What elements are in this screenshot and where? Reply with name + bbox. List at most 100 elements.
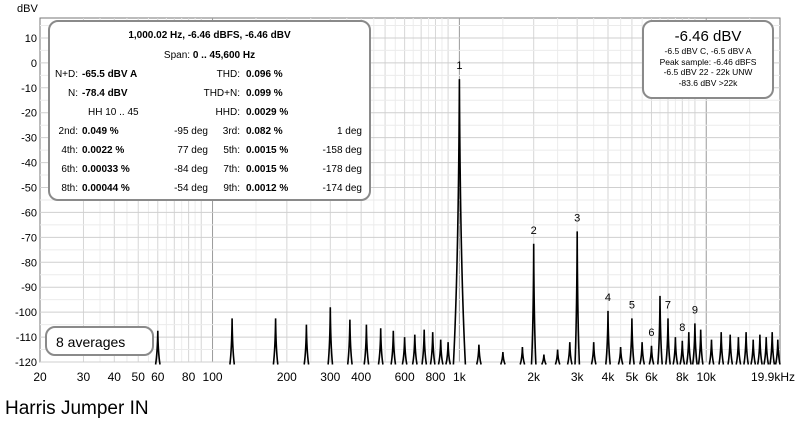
harmonic-number-label: 9 xyxy=(692,304,698,316)
spur-peak xyxy=(763,337,770,365)
harmonic-peak xyxy=(605,310,611,365)
harmonic-number-label: 2 xyxy=(531,225,537,237)
nd-label: N+D: xyxy=(54,69,78,80)
harmonic-phase: -158 deg xyxy=(322,145,362,156)
spur-peak xyxy=(566,342,573,365)
harmonic-number-label: 3 xyxy=(574,212,580,224)
level-line-1: -6.5 dBV C, -6.5 dBV A xyxy=(664,46,752,56)
harmonic-number-label: 7 xyxy=(665,299,671,311)
x-tick-label: 20 xyxy=(33,370,47,384)
x-axis-ticks: 20 30 40 50 60 80 100 200 300 400 600 800 1k 2k 3k 4k 5k… xyxy=(33,370,795,384)
x-tick-label: 40 xyxy=(108,370,122,384)
measurement-title: 1,000.02 Hz, -6.46 dBFS, -6.46 dBV xyxy=(128,30,291,41)
level-line-4: -83.6 dBV >22k xyxy=(678,77,738,88)
spur-peak xyxy=(363,324,370,365)
spur-peak xyxy=(429,332,436,365)
level-main: -6.46 dBV xyxy=(674,28,742,45)
harmonic-value: 0.049 % xyxy=(82,126,119,137)
spur-peak xyxy=(735,337,742,365)
harmonic-peak xyxy=(574,231,581,365)
y-tick-label: -60 xyxy=(21,207,37,219)
y-tick-label: -40 xyxy=(21,158,37,170)
y-axis-label: dBV xyxy=(17,3,38,15)
spur-peak xyxy=(303,324,310,365)
spur-peak xyxy=(718,332,725,365)
measurement-panel: 1,000.02 Hz, -6.46 dBFS, -6.46 dBV Span:… xyxy=(48,20,371,201)
harmonic-label: 5th: xyxy=(223,145,240,156)
y-tick-label: -30 xyxy=(21,133,37,145)
spur-peak xyxy=(590,342,597,365)
hhd-value: 0.0029 % xyxy=(246,107,289,118)
spur-peak xyxy=(727,334,734,365)
x-tick-label: 200 xyxy=(277,370,297,384)
harmonic-number-label: 8 xyxy=(679,322,685,334)
spur-peak xyxy=(672,337,679,365)
y-tick-label: -20 xyxy=(21,108,37,120)
spur-peak xyxy=(617,346,624,365)
thd-value: 0.096 % xyxy=(246,69,283,80)
harmonic-peak xyxy=(648,345,655,365)
x-tick-label: 2k xyxy=(527,370,541,384)
hh-range-label: HH 10 .. 45 xyxy=(88,107,139,118)
harmonic-peak xyxy=(628,318,635,365)
x-tick-label: 1k xyxy=(453,370,467,384)
spur-peak xyxy=(685,332,692,365)
hhd-label: HHD: xyxy=(215,107,240,118)
spur-peak xyxy=(519,346,526,365)
harmonic-label: 4th: xyxy=(61,145,78,156)
harmonic-peak xyxy=(691,323,698,365)
thd-label: THD: xyxy=(216,69,240,80)
spur-peak xyxy=(377,328,384,365)
spectrum-trace xyxy=(154,79,781,365)
y-tick-label: 0 xyxy=(31,58,37,70)
harmonic-number-label: 5 xyxy=(629,299,635,311)
span-label: Span: xyxy=(163,50,191,61)
y-tick-label: -80 xyxy=(21,257,37,269)
harmonic-phase: -54 deg xyxy=(174,183,208,194)
harmonic-label: 8th: xyxy=(61,183,78,194)
spur-peak xyxy=(390,330,397,365)
y-axis-ticks: 10 0 -10 -20 -30 -40 -50 -60 -70 -80 -90 -100 -110 -1… xyxy=(15,33,37,369)
spur-peak xyxy=(346,319,353,365)
spur-peak xyxy=(272,318,279,365)
harmonic-label: 6th: xyxy=(61,164,78,175)
level-line-3: -6.5 dBV 22 - 22k UNW xyxy=(663,67,753,77)
harmonic-value: 0.0012 % xyxy=(246,183,289,194)
nd-value: -65.5 dBV A xyxy=(82,69,138,80)
spur-peak xyxy=(421,329,428,365)
x-tick-label: 50 xyxy=(132,370,146,384)
harmonic-phase: -178 deg xyxy=(322,164,362,175)
y-tick-label: -100 xyxy=(15,307,37,319)
harmonic-label: 9th: xyxy=(223,183,240,194)
x-tick-label: 600 xyxy=(395,370,415,384)
spur-peak xyxy=(657,295,663,365)
spur-peak xyxy=(475,344,482,365)
harmonic-value: 0.082 % xyxy=(246,126,283,137)
spur-peak xyxy=(411,334,418,365)
y-tick-label: -50 xyxy=(21,183,37,195)
spur-peak xyxy=(437,339,444,365)
spur-peak xyxy=(229,318,236,365)
y-tick-label: -70 xyxy=(21,232,37,244)
y-tick-label: -90 xyxy=(21,282,37,294)
level-line-2: Peak sample: -6.46 dBFS xyxy=(659,56,757,67)
x-tick-label: 10k xyxy=(697,370,717,384)
spur-peak xyxy=(540,354,547,365)
spur-peak xyxy=(708,339,715,365)
harmonic-label: 2nd: xyxy=(58,126,78,137)
harmonic-value: 0.0015 % xyxy=(246,164,289,175)
n-value: -78.4 dBV xyxy=(82,88,128,99)
spur-peak xyxy=(756,334,763,365)
n-label: N: xyxy=(68,88,78,99)
harmonic-labels: 1 2 3 4 5 6 789 xyxy=(456,60,698,339)
y-tick-label: -10 xyxy=(21,83,37,95)
span-value: 0 .. 45,600 Hz xyxy=(192,50,256,61)
spur-peak xyxy=(445,342,452,365)
spur-peak xyxy=(401,337,408,365)
x-tick-label: 60 xyxy=(151,370,165,384)
spur-peak xyxy=(499,351,506,365)
harmonic-phase: -84 deg xyxy=(174,164,208,175)
harmonic-peak xyxy=(665,318,671,365)
x-tick-label: 6k xyxy=(645,370,659,384)
spur-peak xyxy=(639,342,646,365)
